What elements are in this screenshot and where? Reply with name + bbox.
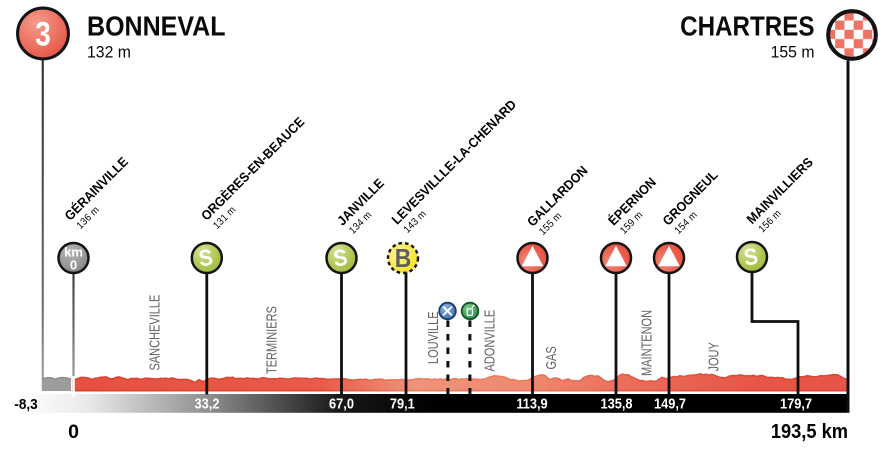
svg-text:SANCHEVILLE: SANCHEVILLE [146,294,163,370]
svg-text:0: 0 [68,421,79,443]
svg-text:67,0: 67,0 [329,396,354,412]
svg-text:132 m: 132 m [87,43,131,62]
svg-text:3: 3 [35,15,51,53]
svg-text:km: km [64,245,83,260]
svg-text:TERMINIERS: TERMINIERS [263,306,280,374]
svg-text:S: S [742,243,759,271]
svg-text:33,2: 33,2 [195,396,220,412]
svg-text:MAINTENON: MAINTENON [638,310,655,376]
svg-text:BONNEVAL: BONNEVAL [87,10,226,41]
svg-text:JOUY: JOUY [705,342,722,372]
svg-text:193,5 km: 193,5 km [771,421,848,443]
svg-text:CHARTRES: CHARTRES [680,12,814,42]
svg-text:179,7: 179,7 [780,396,812,412]
svg-text:B: B [395,245,412,274]
svg-text:GAS: GAS [542,346,559,369]
svg-text:LEVESVILLLE-LA-CHENARD: LEVESVILLLE-LA-CHENARD [388,97,519,228]
svg-text:ADONVILLE: ADONVILLE [481,309,498,371]
svg-text:S: S [332,244,349,272]
svg-text:ORGÈRES-EN-BEAUCE: ORGÈRES-EN-BEAUCE [198,114,308,224]
svg-text:LOUVILLE: LOUVILLE [424,311,441,364]
svg-text:0: 0 [70,258,77,273]
svg-text:79,1: 79,1 [390,396,415,412]
svg-text:155 m: 155 m [771,43,815,62]
svg-text:-8,3: -8,3 [14,396,37,413]
svg-text:113,9: 113,9 [516,396,548,412]
svg-text:135,8: 135,8 [600,396,632,412]
svg-text:149,7: 149,7 [654,396,686,412]
svg-text:S: S [197,244,214,272]
